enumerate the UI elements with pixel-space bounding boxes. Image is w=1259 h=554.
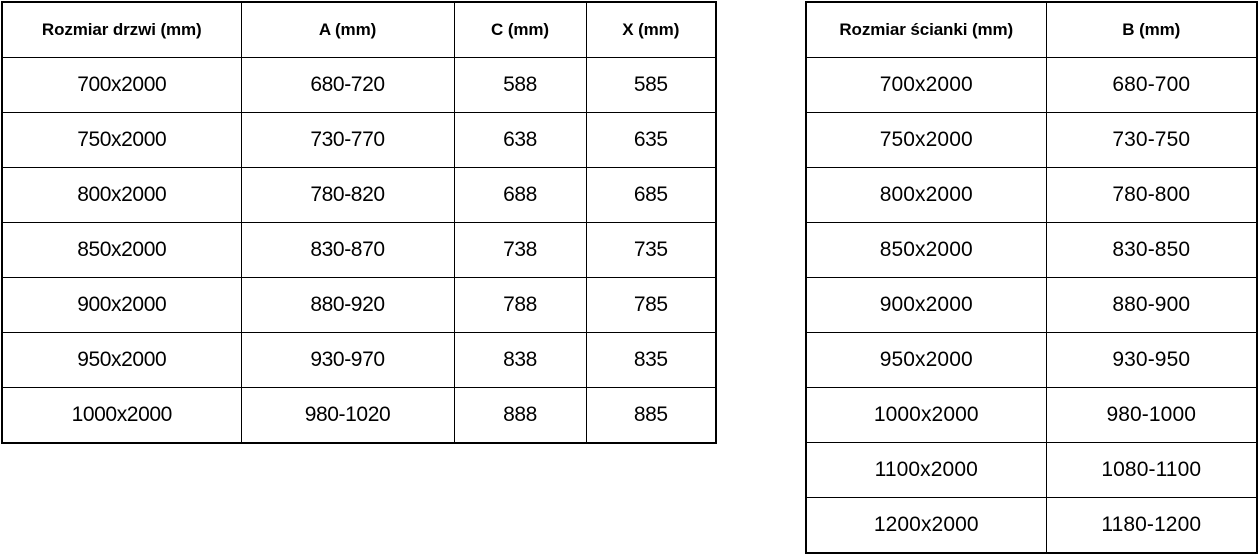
cell-a: 730-770 — [240, 112, 455, 168]
table-row: 800x2000 780-800 — [805, 167, 1258, 223]
cell-a: 680-720 — [240, 57, 455, 113]
cell-wall-size: 750x2000 — [805, 112, 1047, 168]
column-header-door-size: Rozmiar drzwi (mm) — [1, 1, 242, 58]
table-row: 850x2000 830-870 738 735 — [1, 222, 717, 278]
cell-x: 735 — [585, 222, 717, 278]
cell-b: 880-900 — [1045, 277, 1258, 333]
cell-door-size: 1000x2000 — [1, 387, 242, 444]
column-header-c: C (mm) — [453, 1, 587, 58]
table-row: 750x2000 730-750 — [805, 112, 1258, 168]
cell-door-size: 950x2000 — [1, 332, 242, 388]
cell-x: 685 — [585, 167, 717, 223]
cell-x: 635 — [585, 112, 717, 168]
cell-x: 885 — [585, 387, 717, 444]
wall-table-header: Rozmiar ścianki (mm) B (mm) — [805, 1, 1258, 58]
cell-x: 835 — [585, 332, 717, 388]
table-row: 1200x2000 1180-1200 — [805, 497, 1258, 554]
cell-b: 730-750 — [1045, 112, 1258, 168]
doors-size-table-container: Rozmiar drzwi (mm) A (mm) C (mm) X (mm) … — [1, 1, 717, 444]
cell-door-size: 850x2000 — [1, 222, 242, 278]
table-row: 700x2000 680-720 588 585 — [1, 57, 717, 113]
wall-size-table-container: Rozmiar ścianki (mm) B (mm) 700x2000 680… — [805, 1, 1258, 554]
cell-wall-size: 1100x2000 — [805, 442, 1047, 498]
column-header-wall-size: Rozmiar ścianki (mm) — [805, 1, 1047, 58]
table-row: 950x2000 930-950 — [805, 332, 1258, 388]
cell-c: 738 — [453, 222, 587, 278]
table-row: 900x2000 880-900 — [805, 277, 1258, 333]
cell-x: 785 — [585, 277, 717, 333]
cell-a: 930-970 — [240, 332, 455, 388]
table-row: 1000x2000 980-1000 — [805, 387, 1258, 443]
table-row: 950x2000 930-970 838 835 — [1, 332, 717, 388]
cell-wall-size: 800x2000 — [805, 167, 1047, 223]
table-row: 800x2000 780-820 688 685 — [1, 167, 717, 223]
cell-b: 980-1000 — [1045, 387, 1258, 443]
cell-x: 585 — [585, 57, 717, 113]
table-row: 900x2000 880-920 788 785 — [1, 277, 717, 333]
cell-c: 588 — [453, 57, 587, 113]
table-row: 700x2000 680-700 — [805, 57, 1258, 113]
cell-c: 888 — [453, 387, 587, 444]
cell-c: 688 — [453, 167, 587, 223]
doors-size-table: Rozmiar drzwi (mm) A (mm) C (mm) X (mm) … — [1, 1, 717, 444]
cell-c: 638 — [453, 112, 587, 168]
wall-table-body: 700x2000 680-700 750x2000 730-750 800x20… — [805, 57, 1258, 554]
doors-table-body: 700x2000 680-720 588 585 750x2000 730-77… — [1, 57, 717, 444]
column-header-x: X (mm) — [585, 1, 717, 58]
cell-a: 880-920 — [240, 277, 455, 333]
cell-wall-size: 950x2000 — [805, 332, 1047, 388]
doors-table-header: Rozmiar drzwi (mm) A (mm) C (mm) X (mm) — [1, 1, 717, 58]
wall-size-table: Rozmiar ścianki (mm) B (mm) 700x2000 680… — [805, 1, 1258, 554]
cell-b: 780-800 — [1045, 167, 1258, 223]
table-row: 1100x2000 1080-1100 — [805, 442, 1258, 498]
table-row: 750x2000 730-770 638 635 — [1, 112, 717, 168]
column-header-a: A (mm) — [240, 1, 455, 58]
column-header-b: B (mm) — [1045, 1, 1258, 58]
cell-b: 1080-1100 — [1045, 442, 1258, 498]
cell-door-size: 800x2000 — [1, 167, 242, 223]
cell-wall-size: 1000x2000 — [805, 387, 1047, 443]
cell-b: 1180-1200 — [1045, 497, 1258, 554]
cell-b: 930-950 — [1045, 332, 1258, 388]
cell-b: 680-700 — [1045, 57, 1258, 113]
table-header-row: Rozmiar ścianki (mm) B (mm) — [805, 1, 1258, 58]
table-header-row: Rozmiar drzwi (mm) A (mm) C (mm) X (mm) — [1, 1, 717, 58]
cell-a: 780-820 — [240, 167, 455, 223]
cell-door-size: 750x2000 — [1, 112, 242, 168]
cell-c: 788 — [453, 277, 587, 333]
cell-door-size: 900x2000 — [1, 277, 242, 333]
cell-a: 830-870 — [240, 222, 455, 278]
table-row: 850x2000 830-850 — [805, 222, 1258, 278]
table-row: 1000x2000 980-1020 888 885 — [1, 387, 717, 444]
cell-wall-size: 700x2000 — [805, 57, 1047, 113]
cell-c: 838 — [453, 332, 587, 388]
cell-b: 830-850 — [1045, 222, 1258, 278]
cell-wall-size: 1200x2000 — [805, 497, 1047, 554]
cell-a: 980-1020 — [240, 387, 455, 444]
cell-door-size: 700x2000 — [1, 57, 242, 113]
cell-wall-size: 850x2000 — [805, 222, 1047, 278]
cell-wall-size: 900x2000 — [805, 277, 1047, 333]
